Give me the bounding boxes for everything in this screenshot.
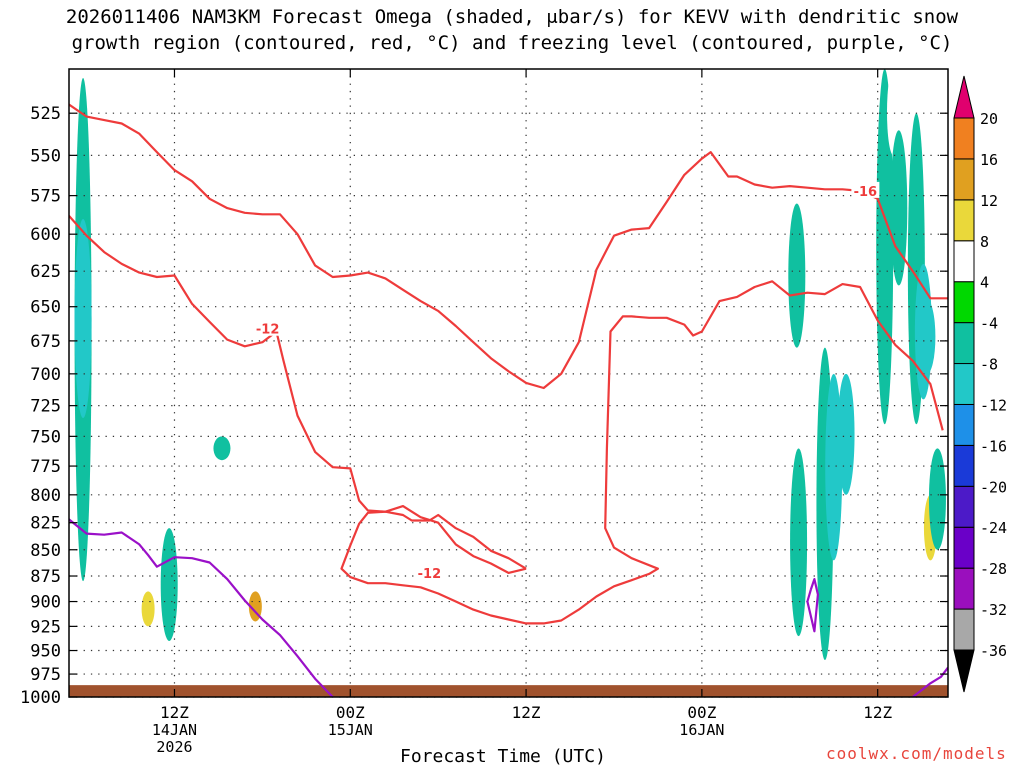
dendritic-contours: -16 -12 -12: [69, 103, 948, 625]
dendritic-label-bg-1: [253, 319, 282, 336]
colorbar-top-arrow: [953, 75, 975, 119]
omega-region-23: [918, 299, 936, 374]
y-tick-label-900: 900: [30, 593, 61, 613]
y-tick-label-550: 550: [30, 146, 61, 166]
omega-region-1: [74, 218, 92, 419]
colorbar-segment-0: [953, 608, 975, 651]
y-tick-label-750: 750: [30, 427, 61, 447]
dendritic-label-bg-0: [851, 181, 880, 198]
x-tick-label-22-0: 00Z: [336, 703, 365, 722]
y-tick-label-575: 575: [30, 187, 61, 207]
omega-region-4: [160, 528, 178, 641]
y-tick-label-875: 875: [30, 567, 61, 587]
x-tick-label-52-0: 12Z: [863, 703, 892, 722]
omega-region-8: [301, 570, 315, 697]
colorbar-label-13: 20: [980, 110, 998, 128]
colorbar-label-1: -32: [980, 601, 1007, 619]
colorbar-segment-12: [953, 117, 975, 160]
colorbar-label-12: 16: [980, 151, 998, 169]
dendritic-contour-label-1: -12: [256, 323, 280, 338]
y-tick-label-825: 825: [30, 514, 61, 534]
omega-region-19: [890, 130, 908, 286]
colorbar-label-4: -20: [980, 478, 1007, 496]
dendritic-contour-2: [340, 280, 944, 625]
colorbar-label-11: 12: [980, 192, 998, 210]
x-tick-label-32-0: 12Z: [512, 703, 541, 722]
y-tick-label-975: 975: [30, 665, 61, 685]
omega-region-15: [837, 373, 855, 495]
x-tick-label-42-1: 16JAN: [679, 721, 724, 739]
ground-band: [69, 685, 948, 697]
dendritic-contour-1: [69, 215, 527, 574]
y-tick-label-700: 700: [30, 365, 61, 385]
x-axis-label: Forecast Time (UTC): [400, 746, 606, 767]
dendritic-label-bg-2: [415, 563, 444, 580]
watermark-text: coolwx.com/models: [826, 744, 1007, 763]
colorbar-segment-3: [953, 485, 975, 528]
y-axis: 525 550 575 600 625 650 675 700 725 750 775 800 825 8…: [20, 104, 948, 708]
y-tick-label-925: 925: [30, 617, 61, 637]
y-tick-label-600: 600: [30, 225, 61, 245]
omega-region-20: [895, 522, 909, 597]
freezing-contours: [69, 518, 948, 697]
dendritic-contour-label-0: -16: [854, 185, 878, 200]
y-tick-label-650: 650: [30, 298, 61, 318]
y-tick-label-800: 800: [30, 486, 61, 506]
x-tick-label-12-1: 14JAN: [152, 721, 197, 739]
omega-region-16: [853, 104, 867, 235]
colorbar-segment-7: [953, 322, 975, 365]
omega-region-9: [340, 78, 354, 300]
freezing-contour-0: [69, 518, 334, 697]
omega-region-26: [928, 448, 946, 550]
colorbar-segment-8: [953, 281, 975, 324]
y-tick-label-725: 725: [30, 397, 61, 417]
colorbar-label-8: -4: [980, 315, 998, 333]
y-tick-label-625: 625: [30, 262, 61, 282]
colorbar-bottom-arrow: [953, 649, 975, 693]
colorbar-segment-2: [953, 526, 975, 569]
y-tick-label-675: 675: [30, 332, 61, 352]
x-tick-label-12-0: 12Z: [160, 703, 189, 722]
x-tick-label-12-2: 2026: [156, 738, 192, 756]
y-tick-label-1000: 1000: [20, 688, 61, 708]
colorbar-label-10: 8: [980, 233, 989, 251]
omega-region-3: [141, 591, 155, 627]
omega-region-10: [350, 581, 364, 661]
freezing-contour-2: [912, 666, 948, 697]
colorbar-label-7: -8: [980, 356, 998, 374]
dendritic-contour-label-2: -12: [418, 567, 442, 582]
colorbar-label-0: -36: [980, 642, 1007, 660]
colorbar: -36 -32 -28 -24 -20 -16 -12 -8 -4 4 8 12 16 20: [953, 75, 1007, 693]
dendritic-contour-0: [69, 103, 948, 390]
colorbar-label-9: 4: [980, 274, 989, 292]
omega-region-11: [788, 203, 806, 348]
chart-title-line-1: 2026011406 NAM3KM Forecast Omega (shaded…: [65, 6, 959, 28]
omega-region-5: [213, 436, 231, 461]
colorbar-segment-11: [953, 158, 975, 201]
x-tick-label-22-1: 15JAN: [328, 721, 373, 739]
plot-frame: [68, 68, 949, 698]
colorbar-label-2: -28: [980, 560, 1007, 578]
omega-shading: [74, 69, 946, 697]
y-tick-label-775: 775: [30, 457, 61, 477]
y-tick-label-525: 525: [30, 104, 61, 124]
colorbar-segment-9: [953, 240, 975, 283]
omega-region-12: [790, 448, 808, 637]
colorbar-label-3: -24: [980, 519, 1007, 537]
y-tick-label-950: 950: [30, 642, 61, 662]
colorbar-segment-5: [953, 403, 975, 446]
freezing-contour-1: [806, 578, 819, 633]
colorbar-segment-6: [953, 363, 975, 405]
colorbar-label-5: -16: [980, 437, 1007, 455]
colorbar-segment-4: [953, 444, 975, 487]
colorbar-segment-1: [953, 567, 975, 610]
colorbar-label-6: -12: [980, 396, 1007, 414]
y-tick-label-850: 850: [30, 541, 61, 561]
colorbar-segment-10: [953, 199, 975, 242]
chart-title-line-2: growth region (contoured, red, °C) and f…: [71, 32, 953, 54]
x-tick-label-42-0: 00Z: [687, 703, 716, 722]
